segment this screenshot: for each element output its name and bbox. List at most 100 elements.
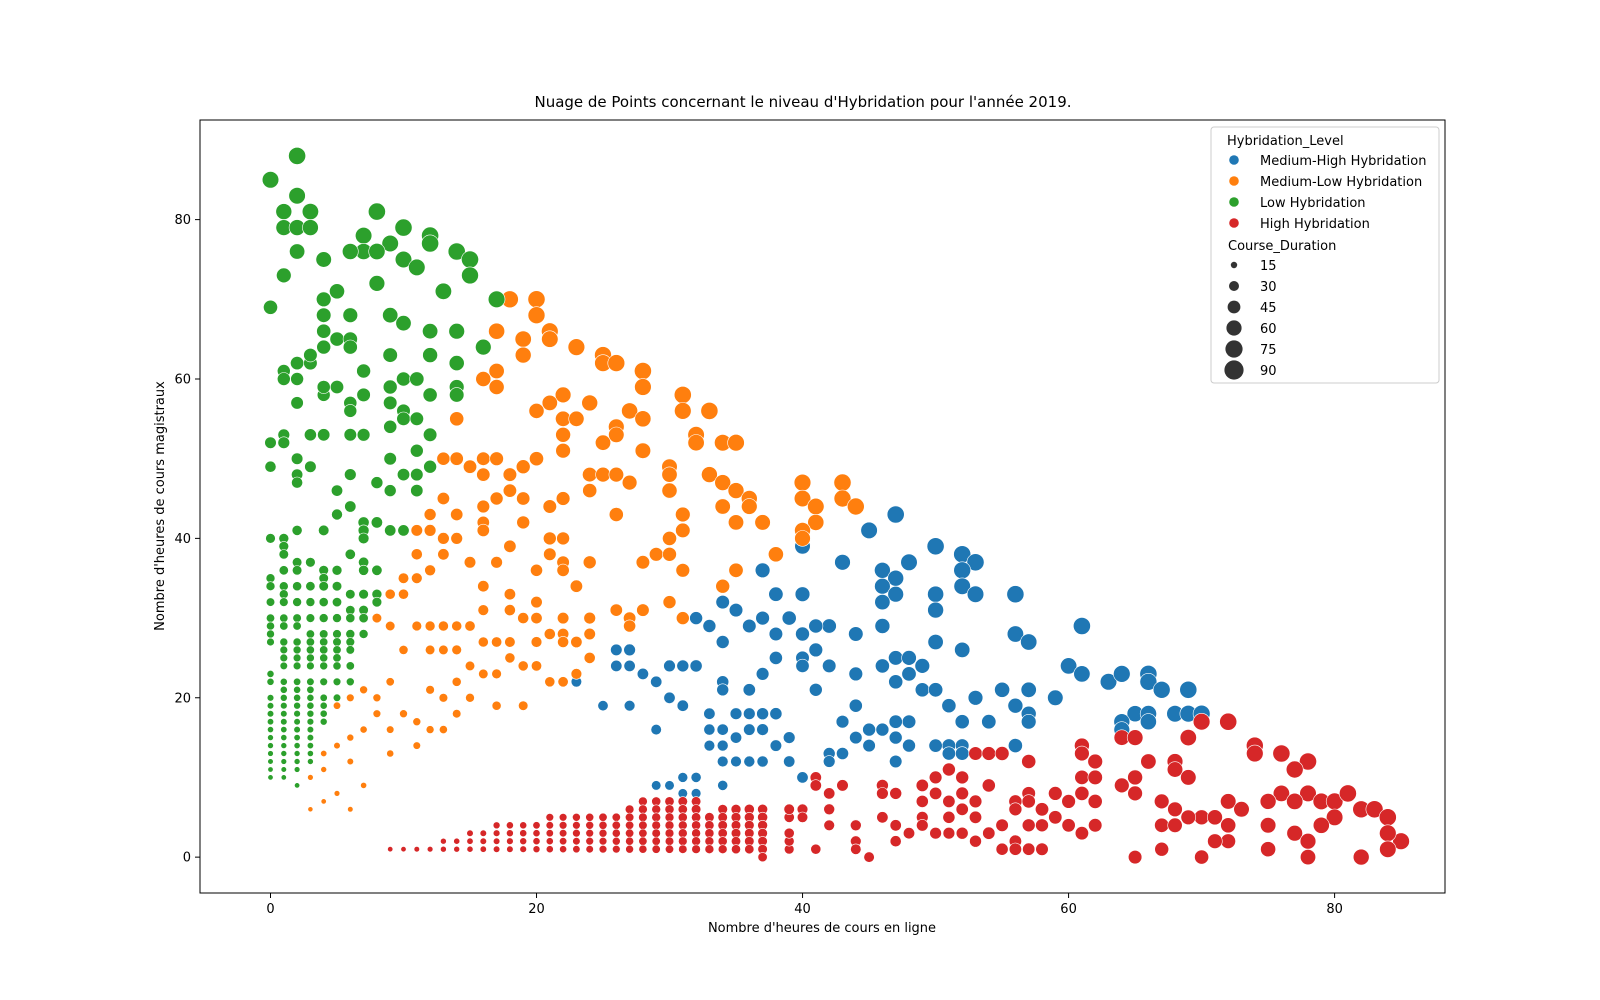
data-point	[850, 843, 862, 855]
data-point	[1073, 665, 1091, 683]
data-point	[555, 443, 571, 459]
data-point	[597, 700, 609, 712]
data-point	[265, 581, 276, 592]
legend-marker	[1229, 218, 1239, 228]
data-point	[386, 725, 395, 734]
data-point	[279, 613, 289, 623]
data-point	[504, 636, 516, 648]
data-point	[266, 694, 275, 702]
data-point	[714, 498, 731, 515]
data-point	[306, 661, 315, 671]
data-point	[1153, 793, 1170, 810]
data-point	[1073, 617, 1091, 635]
data-point	[488, 322, 506, 340]
data-point	[914, 658, 930, 674]
data-point	[318, 581, 329, 592]
data-point	[677, 772, 689, 783]
data-point	[914, 682, 930, 698]
data-point	[516, 491, 531, 506]
legend-marker	[1229, 176, 1239, 186]
data-point	[821, 618, 837, 634]
data-point	[567, 338, 586, 356]
data-point	[291, 525, 303, 536]
data-point	[860, 521, 878, 540]
data-point	[677, 828, 688, 839]
data-point	[289, 243, 306, 260]
data-point	[279, 621, 289, 631]
data-point	[464, 660, 476, 672]
data-point	[462, 459, 477, 474]
data-point	[650, 675, 663, 688]
data-point	[476, 451, 491, 466]
data-point	[690, 772, 702, 783]
data-point	[663, 691, 676, 704]
data-point	[625, 828, 635, 838]
data-point	[319, 661, 329, 671]
data-point	[412, 717, 422, 727]
data-point	[887, 585, 904, 603]
data-point	[889, 819, 902, 832]
data-point	[292, 645, 302, 655]
data-point	[942, 794, 956, 808]
data-point	[1220, 793, 1237, 810]
data-point	[1127, 769, 1143, 786]
data-point	[1140, 753, 1157, 770]
data-point	[293, 742, 301, 749]
data-point	[306, 677, 315, 686]
data-point	[360, 782, 367, 789]
data-point	[440, 845, 447, 853]
data-point	[1192, 712, 1211, 731]
data-point	[506, 837, 514, 845]
data-point	[358, 564, 369, 576]
data-point	[332, 693, 342, 702]
data-point	[476, 523, 490, 537]
data-point	[1074, 769, 1090, 785]
data-point	[1180, 809, 1197, 825]
data-point	[355, 227, 373, 245]
data-point	[704, 844, 715, 855]
data-point	[715, 635, 730, 649]
data-point	[317, 428, 331, 442]
data-point	[568, 410, 585, 427]
chart-title: Nuage de Points concernant le niveau d'H…	[534, 93, 1071, 111]
data-point	[582, 483, 598, 498]
data-point	[572, 845, 581, 854]
data-point	[306, 653, 315, 663]
data-point	[436, 451, 451, 466]
data-point	[276, 267, 292, 284]
data-point	[756, 707, 769, 721]
data-point	[611, 820, 621, 830]
data-point	[638, 812, 648, 822]
data-point	[530, 660, 542, 672]
data-point	[514, 346, 532, 364]
data-point	[716, 739, 729, 752]
data-point	[928, 682, 944, 698]
x-axis-label: Nombre d'heures de cours en ligne	[708, 921, 936, 936]
data-point	[1020, 713, 1037, 730]
data-point	[769, 739, 783, 752]
data-point	[675, 522, 691, 539]
legend-size-label: 30	[1260, 280, 1277, 295]
data-point	[1220, 833, 1236, 849]
data-point	[915, 778, 929, 792]
data-point	[316, 307, 332, 323]
data-point	[624, 812, 635, 822]
data-point	[319, 701, 328, 710]
data-point	[266, 629, 275, 639]
data-point	[396, 411, 411, 426]
data-point	[1006, 585, 1025, 604]
data-point	[306, 701, 315, 710]
data-point	[503, 588, 516, 601]
data-point	[582, 467, 598, 483]
data-point	[342, 339, 358, 355]
data-point	[889, 754, 903, 769]
data-point	[968, 746, 983, 761]
data-point	[449, 411, 465, 427]
data-point	[293, 766, 301, 773]
data-point	[559, 837, 568, 846]
data-point	[727, 514, 744, 531]
data-point	[385, 677, 395, 687]
data-point	[1379, 824, 1397, 842]
data-point	[955, 826, 969, 840]
data-point	[1088, 818, 1103, 833]
